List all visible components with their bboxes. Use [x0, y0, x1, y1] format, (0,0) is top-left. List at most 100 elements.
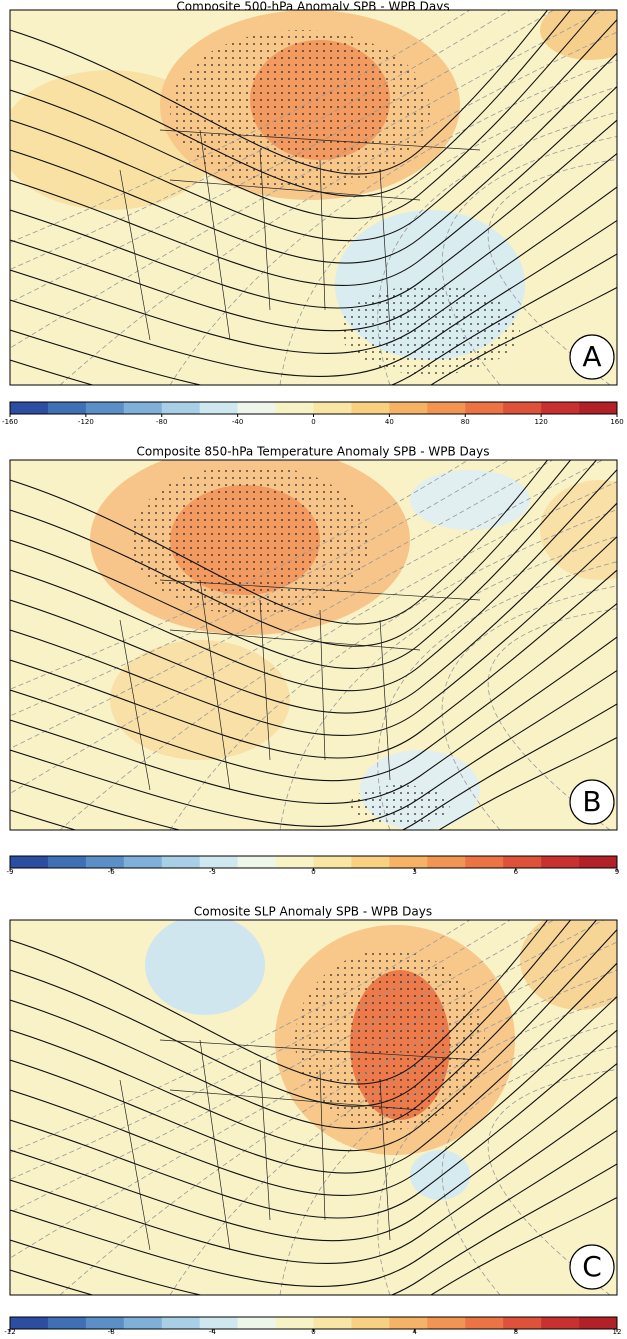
colorbar-segment: [123, 402, 163, 414]
colorbar-segment: [465, 856, 504, 868]
colorbar-segment: [10, 856, 49, 868]
graticule: [59, 941, 617, 1295]
panel-letter: C: [582, 1250, 602, 1283]
colorbar-segment: [161, 1317, 200, 1329]
contour: [10, 995, 617, 1196]
colorbar-segment: [10, 1317, 49, 1329]
colorbar-segment: [541, 402, 580, 414]
graticule: [377, 561, 617, 830]
map-frame: [9, 459, 618, 831]
anomaly-shading: [410, 470, 530, 530]
graticule: [169, 509, 617, 830]
significance-stipple: [130, 465, 370, 615]
colorbar-label: 3: [412, 868, 416, 876]
colorbar-label: 6: [514, 868, 519, 876]
map-panel: Composite 500-hPa Anomaly SPB - WPB Days…: [2, 0, 624, 426]
graticule: [377, 111, 617, 385]
colorbar-label: 40: [385, 418, 394, 426]
colorbar-segment: [579, 856, 618, 868]
colorbar-segment: [465, 402, 504, 414]
colorbar-segment: [161, 856, 200, 868]
colorbar-segment: [47, 856, 87, 868]
borders: [119, 579, 481, 791]
contour: [10, 502, 617, 714]
contour: [10, 636, 617, 804]
colorbar-segment: [427, 402, 466, 414]
contour: [10, 669, 617, 828]
colorbar-segment: [199, 856, 238, 868]
contour: [10, 18, 617, 242]
graticule: [169, 59, 617, 385]
colorbar-segment: [275, 1317, 314, 1329]
colorbar-label: -6: [108, 868, 116, 876]
borders: [119, 1039, 481, 1251]
colorbar-segment: [237, 856, 276, 868]
anomaly-shading: [540, 10, 617, 60]
colorbar-segment: [47, 1317, 87, 1329]
colorbar-segment: [313, 856, 352, 868]
map-panel: Comosite SLP Anomaly SPB - WPB Days C -12 -…: [4, 905, 621, 1337]
contour: [10, 920, 598, 1129]
graticule: [279, 535, 617, 830]
contour: [10, 253, 617, 385]
panel-letter: B: [582, 785, 601, 818]
colorbar-segment: [85, 856, 125, 868]
colorbar-label: -3: [209, 868, 216, 876]
graticule: [10, 10, 605, 349]
contour: [10, 460, 598, 669]
colorbar-label: -80: [156, 418, 167, 426]
contour: [10, 602, 617, 782]
contour: [10, 219, 617, 378]
colorbar-segment: [85, 1317, 125, 1329]
colorbar-segment: [123, 856, 163, 868]
colorbar-segment: [313, 402, 352, 414]
colorbar-segment: [503, 1317, 542, 1329]
contour: [10, 286, 617, 385]
colorbar-segment: [275, 856, 314, 868]
significance-stipple: [340, 285, 520, 375]
colorbar-label: 4: [412, 1328, 417, 1336]
panel-letter: A: [582, 340, 601, 373]
colorbar-segment: [389, 1317, 428, 1329]
colorbar-segment: [351, 402, 390, 414]
colorbar-label: -9: [7, 868, 14, 876]
colorbar-segment: [237, 402, 276, 414]
contour: [10, 569, 617, 759]
colorbar-label: -120: [78, 418, 94, 426]
colorbar-label: 120: [534, 418, 547, 426]
map-area: [10, 920, 617, 1295]
graticule: [10, 920, 471, 1153]
map-area: [10, 460, 617, 830]
colorbar-segment: [351, 856, 390, 868]
colorbar-label: 0: [311, 868, 315, 876]
contour: [10, 10, 549, 175]
graticule: [279, 86, 617, 385]
colorbar-label: -40: [232, 418, 243, 426]
graticule: [487, 159, 617, 385]
contour: [10, 119, 617, 309]
panel-letter-circle: [569, 779, 615, 825]
colorbar-segment: [313, 1317, 352, 1329]
colorbar-label: -4: [209, 1328, 217, 1336]
graticule: [59, 31, 617, 385]
significance-stipple: [350, 785, 450, 825]
contour: [10, 928, 617, 1152]
graticule: [10, 920, 511, 1180]
panel-title: Composite 850-hPa Temperature Anomaly SP…: [137, 445, 490, 459]
contour: [10, 460, 572, 647]
map-area: [10, 10, 617, 385]
colorbar-segment: [503, 402, 542, 414]
contour: [10, 10, 572, 197]
contour: [10, 1062, 617, 1242]
contour: [10, 920, 549, 1085]
map-frame: [9, 919, 618, 1296]
map-frame: [9, 9, 618, 386]
colorbar-segment: [541, 856, 580, 868]
colorbar-label: 9: [615, 868, 619, 876]
graticule: [487, 1069, 617, 1295]
graticule: [10, 10, 471, 243]
colorbar-segment: [503, 856, 542, 868]
contour: [10, 1196, 617, 1295]
colorbar-label: 80: [461, 418, 470, 426]
